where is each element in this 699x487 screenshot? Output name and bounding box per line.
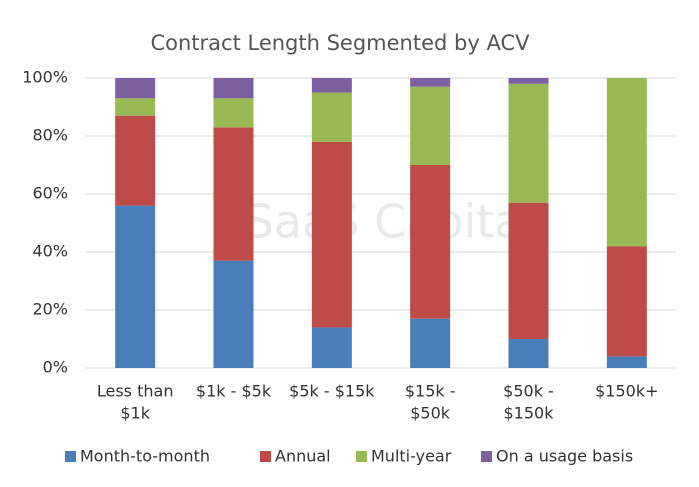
- y-tick-label: 60%: [32, 184, 68, 203]
- bar-segment: [115, 78, 156, 99]
- legend-label: On a usage basis: [496, 447, 633, 466]
- bar-segment: [508, 83, 549, 203]
- y-tick-label: 100%: [22, 68, 68, 87]
- x-tick-label: $50k -: [503, 382, 554, 401]
- y-tick-label: 40%: [32, 242, 68, 261]
- bar-segment: [606, 356, 647, 368]
- legend-swatch: [356, 451, 367, 462]
- bar-segment: [410, 318, 451, 368]
- x-tick-label: $1k: [120, 404, 150, 423]
- bar-segment: [606, 246, 647, 357]
- bar-segment: [213, 98, 254, 128]
- bar-segment: [115, 115, 156, 206]
- y-tick-label: 80%: [32, 126, 68, 145]
- bar-segment: [311, 141, 352, 328]
- legend-label: Annual: [275, 447, 331, 466]
- bar-segment: [213, 78, 254, 99]
- x-tick-label: $150k+: [595, 382, 658, 401]
- legend-label: Multi-year: [371, 447, 452, 466]
- y-tick-label: 20%: [32, 300, 68, 319]
- bar-segment: [606, 78, 647, 247]
- legend-label: Month-to-month: [80, 447, 210, 466]
- chart-title: Contract Length Segmented by ACV: [150, 31, 530, 55]
- watermark: SaaS Capital: [245, 195, 536, 249]
- bar-segment: [311, 92, 352, 142]
- bar-segment: [213, 260, 254, 368]
- legend-swatch: [481, 451, 492, 462]
- legend-swatch: [260, 451, 271, 462]
- bar-segment: [508, 78, 549, 84]
- bar-segment: [115, 205, 156, 368]
- x-tick-label: $5k - $15k: [289, 382, 375, 401]
- bar-segment: [410, 86, 451, 165]
- legend-swatch: [65, 451, 76, 462]
- bar-segment: [311, 78, 352, 93]
- x-tick-label: $50k: [410, 404, 451, 423]
- x-tick-label: $15k -: [405, 382, 456, 401]
- x-tick-label: $150k: [504, 404, 555, 423]
- x-tick-label: $1k - $5k: [196, 382, 272, 401]
- bar-segment: [508, 339, 549, 368]
- y-tick-label: 0%: [43, 358, 68, 377]
- bar-segment: [213, 127, 254, 261]
- bar-segment: [410, 78, 451, 87]
- bar-segment: [410, 165, 451, 319]
- bar-segment: [508, 202, 549, 339]
- bar-segment: [115, 98, 156, 116]
- x-tick-label: Less than: [97, 382, 174, 401]
- bar-segment: [311, 327, 352, 368]
